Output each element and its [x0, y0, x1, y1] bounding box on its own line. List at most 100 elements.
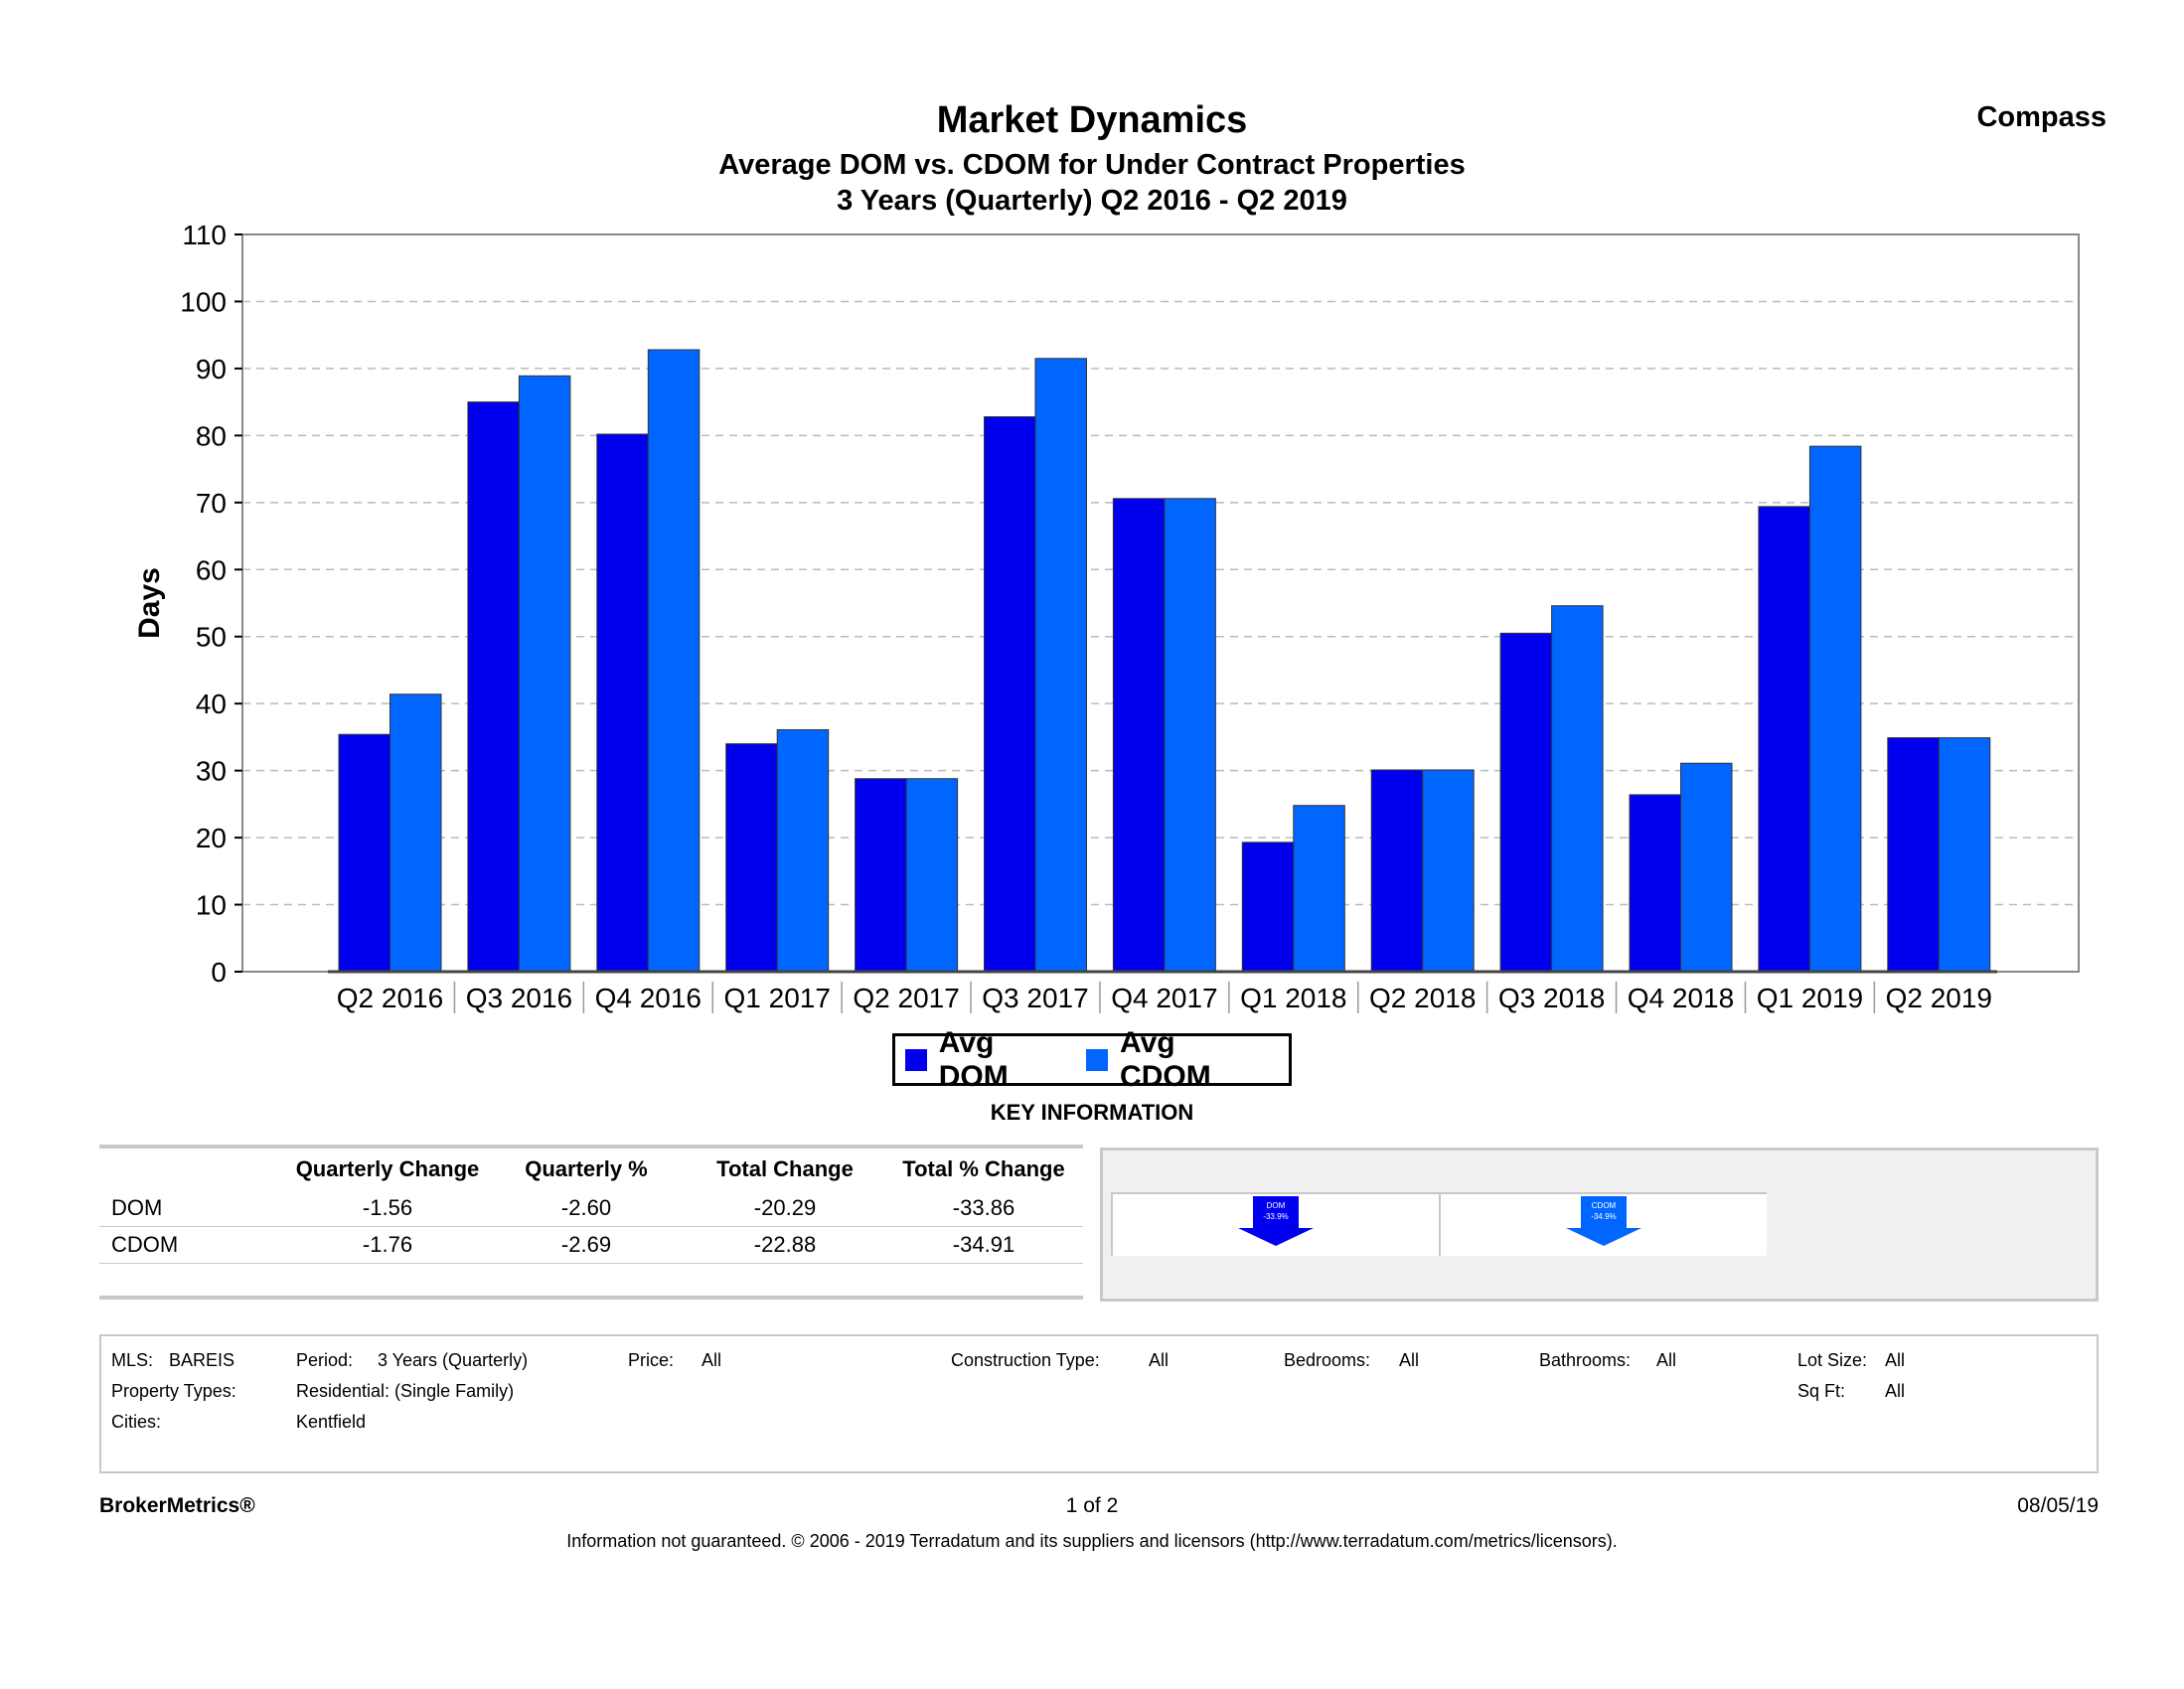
filter-bathrooms-label: Bathrooms:	[1539, 1350, 1632, 1370]
key-information-table: Quarterly Change Quarterly % Total Chang…	[99, 1145, 1083, 1300]
filter-property-types-value: Residential: (Single Family)	[296, 1381, 515, 1401]
filter-cities-value: Kentfield	[296, 1412, 367, 1432]
chart-legend: Avg DOM Avg CDOM	[892, 1026, 1292, 1093]
y-tick-label: 80	[196, 420, 227, 451]
chart-title: Market Dynamics	[936, 99, 1248, 141]
bar-cdom	[1164, 498, 1216, 973]
y-tick-label: 30	[196, 756, 227, 787]
table-row: CDOM -1.76 -2.69 -22.88 -34.91	[99, 1226, 1083, 1264]
bar-dom	[467, 401, 520, 973]
indicator-dom-value: -33.9%	[1263, 1212, 1289, 1221]
indicator-cdom-value: -34.9%	[1591, 1212, 1617, 1221]
table-cell: -34.91	[884, 1226, 1083, 1264]
row-label-cdom: CDOM	[99, 1226, 288, 1264]
table-cell: -2.69	[487, 1226, 686, 1264]
bar-dom	[1629, 794, 1681, 973]
table-cell: -22.88	[686, 1226, 884, 1264]
x-tick-label: Q4 2016	[595, 983, 702, 1013]
x-tick-label: Q2 2019	[1886, 983, 1992, 1013]
filter-bathrooms-value: All	[1656, 1350, 1677, 1370]
legend-item-cdom: Avg CDOM	[1086, 1026, 1273, 1094]
table-row: DOM -1.56 -2.60 -20.29 -33.86	[99, 1190, 1083, 1227]
filter-construction-value: All	[1149, 1350, 1170, 1370]
filter-sqft-value: All	[1885, 1381, 1906, 1401]
bar-dom	[725, 743, 778, 973]
header-quarterly-percent: Quarterly %	[525, 1156, 648, 1181]
x-tick-label: Q3 2017	[982, 983, 1088, 1013]
brand-name: Compass	[1976, 101, 2106, 133]
x-tick-label: Q3 2016	[466, 983, 572, 1013]
y-tick-label: 0	[211, 957, 227, 988]
bar-cdom	[1293, 805, 1345, 973]
indicator-cdom-label: CDOM	[1591, 1201, 1617, 1210]
table-cell: -1.76	[288, 1226, 487, 1264]
filter-lotsize-value: All	[1885, 1350, 1906, 1370]
chart-period: 3 Years (Quarterly) Q2 2016 - Q2 2019	[837, 185, 1347, 217]
x-tick-label: Q1 2018	[1240, 983, 1346, 1013]
bar-cdom	[1551, 605, 1604, 973]
header-total-change: Total Change	[716, 1156, 854, 1181]
y-tick-label: 90	[196, 354, 227, 384]
table-bottom-rule	[99, 1296, 1083, 1300]
report-date: 08/05/19	[2017, 1494, 2099, 1517]
filter-construction-label: Construction Type:	[951, 1350, 1100, 1370]
y-tick-label: 20	[196, 823, 227, 853]
bar-cdom	[1938, 737, 1991, 973]
bar-dom	[1758, 506, 1810, 973]
y-tick-label: 40	[196, 689, 227, 719]
table-cell: -20.29	[686, 1190, 884, 1227]
y-tick-label: 110	[182, 220, 227, 250]
bar-cdom	[1808, 445, 1862, 973]
filter-price-value: All	[702, 1350, 722, 1370]
filter-bedrooms-label: Bedrooms:	[1284, 1350, 1371, 1370]
down-arrow-icon: CDOM -34.9%	[1566, 1196, 1641, 1246]
y-tick-label: 70	[196, 488, 227, 519]
x-tick-label: Q2 2018	[1369, 983, 1476, 1013]
report-filters: MLS: BAREIS Period: 3 Years (Quarterly) …	[99, 1334, 2099, 1473]
legend-swatch-cdom	[1086, 1048, 1109, 1071]
filter-period-label: Period:	[296, 1350, 354, 1370]
filter-bedrooms-value: All	[1399, 1350, 1420, 1370]
indicator-dom-label: DOM	[1266, 1201, 1286, 1210]
bar-cdom	[390, 693, 442, 973]
filter-cities-label: Cities:	[111, 1412, 162, 1432]
bar-dom	[1499, 632, 1553, 973]
x-tick-label: Q4 2018	[1628, 983, 1734, 1013]
bar-dom	[1370, 769, 1424, 973]
down-arrow-icon: DOM -33.9%	[1238, 1196, 1314, 1246]
x-tick-label: Q1 2019	[1757, 983, 1863, 1013]
legend-label-cdom: Avg CDOM	[1120, 1025, 1211, 1093]
filter-property-types-label: Property Types:	[111, 1381, 236, 1401]
filter-period-value: 3 Years (Quarterly)	[378, 1350, 529, 1370]
x-tick-label: Q3 2018	[1498, 983, 1605, 1013]
table-cell: -33.86	[884, 1190, 1083, 1227]
bar-cdom	[1034, 358, 1087, 973]
bar-dom	[1112, 498, 1166, 973]
y-tick-label: 10	[196, 890, 227, 921]
bar-cdom	[905, 778, 959, 973]
x-tick-label: Q4 2017	[1111, 983, 1217, 1013]
table-header-row: Quarterly Change Quarterly % Total Chang…	[99, 1149, 1083, 1190]
bar-cdom	[776, 728, 830, 973]
footer-brand: BrokerMetrics®	[99, 1494, 255, 1517]
x-tick-label: Q1 2017	[723, 983, 830, 1013]
y-tick-label: 60	[196, 554, 227, 585]
bar-dom	[1887, 737, 1940, 973]
x-tick-label: Q2 2017	[853, 983, 959, 1013]
key-information-title: KEY INFORMATION	[990, 1100, 1194, 1125]
bar-dom	[338, 733, 390, 973]
bar-cdom	[1680, 762, 1733, 973]
bar-cdom	[1422, 769, 1475, 973]
filter-lotsize-label: Lot Size:	[1797, 1350, 1868, 1370]
filter-price-label: Price:	[628, 1350, 675, 1370]
y-tick-label: 50	[196, 622, 227, 653]
bar-dom	[984, 415, 1036, 973]
x-tick-label: Q2 2016	[337, 983, 443, 1013]
bar-dom	[596, 433, 649, 973]
bar-cdom	[647, 349, 701, 973]
table-cell: -2.60	[487, 1190, 686, 1227]
page-number: 1 of 2	[1065, 1494, 1119, 1517]
disclaimer: Information not guaranteed. © 2006 - 201…	[566, 1531, 1618, 1551]
legend-swatch-dom	[905, 1048, 927, 1071]
bar-chart: 0 10 20 30 40 50 60 70 80 90 100 110 Days Q2 2016 Q3 2…	[133, 220, 2080, 1013]
